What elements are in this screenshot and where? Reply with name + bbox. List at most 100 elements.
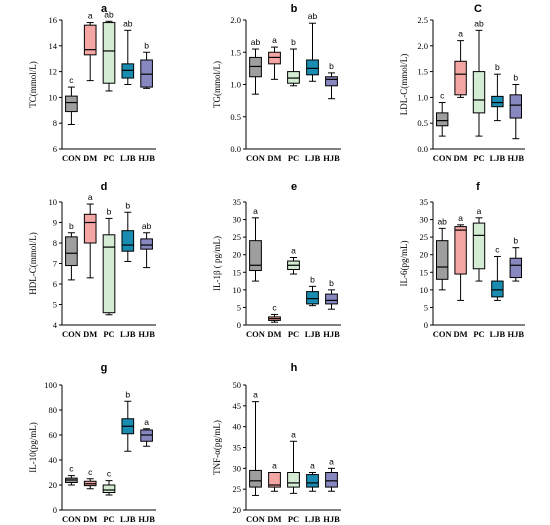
significance-label: a xyxy=(272,35,277,45)
category-label: HJB xyxy=(508,153,525,163)
category-label: DM xyxy=(83,514,97,524)
y-tick-label: 0.0 xyxy=(230,144,241,154)
significance-label: c xyxy=(272,302,277,312)
significance-label: b xyxy=(69,221,74,231)
box-ljb xyxy=(491,95,504,108)
y-tick-label: 25 xyxy=(233,232,242,242)
significance-label: ab xyxy=(142,221,152,231)
category-label: LJB xyxy=(305,329,321,339)
y-tick-label: 0 xyxy=(237,320,241,330)
significance-label: a xyxy=(477,206,482,216)
y-tick-label: 10 xyxy=(49,92,58,102)
chart-panel-a: a 6 8 10 12 14 16 TC(mmol/L) c CON a DM ab PC ab LJB b HJ… xyxy=(28,3,156,163)
y-tick-label: 100 xyxy=(44,380,57,390)
y-tick-label: 35 xyxy=(233,443,242,453)
y-tick-label: 10 xyxy=(420,285,429,295)
y-tick-label: 15 xyxy=(420,267,429,277)
category-label: HJB xyxy=(138,153,155,163)
box-hjb xyxy=(325,293,338,305)
y-axis-label: IL-1β ( pg/mL) xyxy=(212,236,222,291)
category-label: CON xyxy=(62,329,82,339)
y-tick-label: 25 xyxy=(420,232,429,242)
box-ljb xyxy=(121,230,135,252)
category-label: HJB xyxy=(138,329,155,339)
box-con xyxy=(249,56,262,78)
y-tick-label: 0.0 xyxy=(417,144,428,154)
y-tick-label: 20 xyxy=(233,505,242,515)
significance-label: b xyxy=(125,200,130,210)
y-axis-label: HDL-C(mmol/L) xyxy=(28,232,38,295)
category-label: LJB xyxy=(305,514,321,524)
y-axis-label: LDL-C(mmol/L) xyxy=(399,54,409,116)
y-tick-label: 1.0 xyxy=(417,92,428,102)
box-pc xyxy=(102,484,116,493)
box-hjb xyxy=(140,429,153,442)
box-dm xyxy=(268,472,281,488)
y-tick-label: 10 xyxy=(49,197,58,207)
y-tick-label: 30 xyxy=(233,463,242,473)
y-tick-label: 25 xyxy=(233,484,242,494)
category-label: CON xyxy=(246,329,266,339)
significance-label: b xyxy=(291,37,296,47)
box-pc xyxy=(287,472,300,488)
significance-label: a xyxy=(253,206,258,216)
box-con xyxy=(249,469,262,488)
significance-label: a xyxy=(88,192,93,202)
panel-title: h xyxy=(291,362,298,374)
box-con xyxy=(65,236,78,267)
category-label: CON xyxy=(433,153,453,163)
category-label: HJB xyxy=(323,514,340,524)
significance-label: ab xyxy=(474,18,484,28)
significance-label: b xyxy=(513,236,518,246)
significance-label: c xyxy=(69,464,74,474)
y-tick-label: 6 xyxy=(53,144,57,154)
significance-label: a xyxy=(291,246,296,256)
significance-label: a xyxy=(458,213,463,223)
y-tick-label: 35 xyxy=(233,197,242,207)
category-label: DM xyxy=(454,329,468,339)
y-tick-label: 0 xyxy=(53,505,57,515)
y-tick-label: 1.5 xyxy=(417,67,428,77)
chart-panel-b: b 0.0 0.5 1.0 1.5 2.0 TG(mmol/L) ab CON a DM b PC ab L… xyxy=(212,3,341,163)
significance-label: ab xyxy=(123,18,133,28)
box-hjb xyxy=(509,94,523,119)
y-axis-label: TC(mmol/L) xyxy=(28,61,38,108)
y-tick-label: 20 xyxy=(420,250,429,260)
significance-label: ab xyxy=(104,9,114,19)
significance-label: ab xyxy=(251,37,261,47)
box-hjb xyxy=(140,238,153,250)
category-label: HJB xyxy=(508,329,525,339)
significance-label: b xyxy=(329,278,334,288)
significance-label: a xyxy=(458,29,463,39)
category-label: LJB xyxy=(120,514,136,524)
y-tick-label: 8 xyxy=(53,238,57,248)
box-dm xyxy=(454,226,467,275)
y-tick-label: 2.5 xyxy=(417,15,428,25)
category-label: LJB xyxy=(490,153,506,163)
y-tick-label: 45 xyxy=(233,401,242,411)
category-label: HJB xyxy=(323,329,340,339)
y-tick-label: 5 xyxy=(237,302,241,312)
box-ljb xyxy=(121,63,135,79)
panel-title: g xyxy=(101,362,108,374)
category-label: DM xyxy=(83,329,97,339)
category-label: HJB xyxy=(323,153,340,163)
significance-label: c xyxy=(69,75,74,85)
chart-panel-g: g 0 20 40 60 80 100 IL-10(pg/mL) c CON c DM c PC b LJB a… xyxy=(28,362,156,524)
chart-panel-c: C 0.0 0.5 1.0 1.5 2.0 2.5 LDL-C(mmol/L) c CON a DM a… xyxy=(399,3,525,163)
significance-label: a xyxy=(253,390,258,400)
panel-title: f xyxy=(476,181,480,193)
box-hjb xyxy=(325,76,338,87)
panel-title: e xyxy=(291,181,297,193)
category-label: PC xyxy=(473,329,484,339)
y-tick-label: 9 xyxy=(53,218,57,228)
significance-label: b xyxy=(125,389,130,399)
chart-panel-d: d 4 5 6 7 8 9 10 HDL-C(mmol/L) b CON a DM b PC b LJB ab HJ… xyxy=(28,181,156,339)
category-label: PC xyxy=(288,514,299,524)
category-label: PC xyxy=(288,329,299,339)
chart-panel-e: e 0 5 10 15 20 25 30 35 IL-1β ( pg/mL) a CON c DM a PC b… xyxy=(212,181,341,339)
significance-label: a xyxy=(88,11,93,21)
panel-title: d xyxy=(101,181,108,193)
significance-label: a xyxy=(291,429,296,439)
